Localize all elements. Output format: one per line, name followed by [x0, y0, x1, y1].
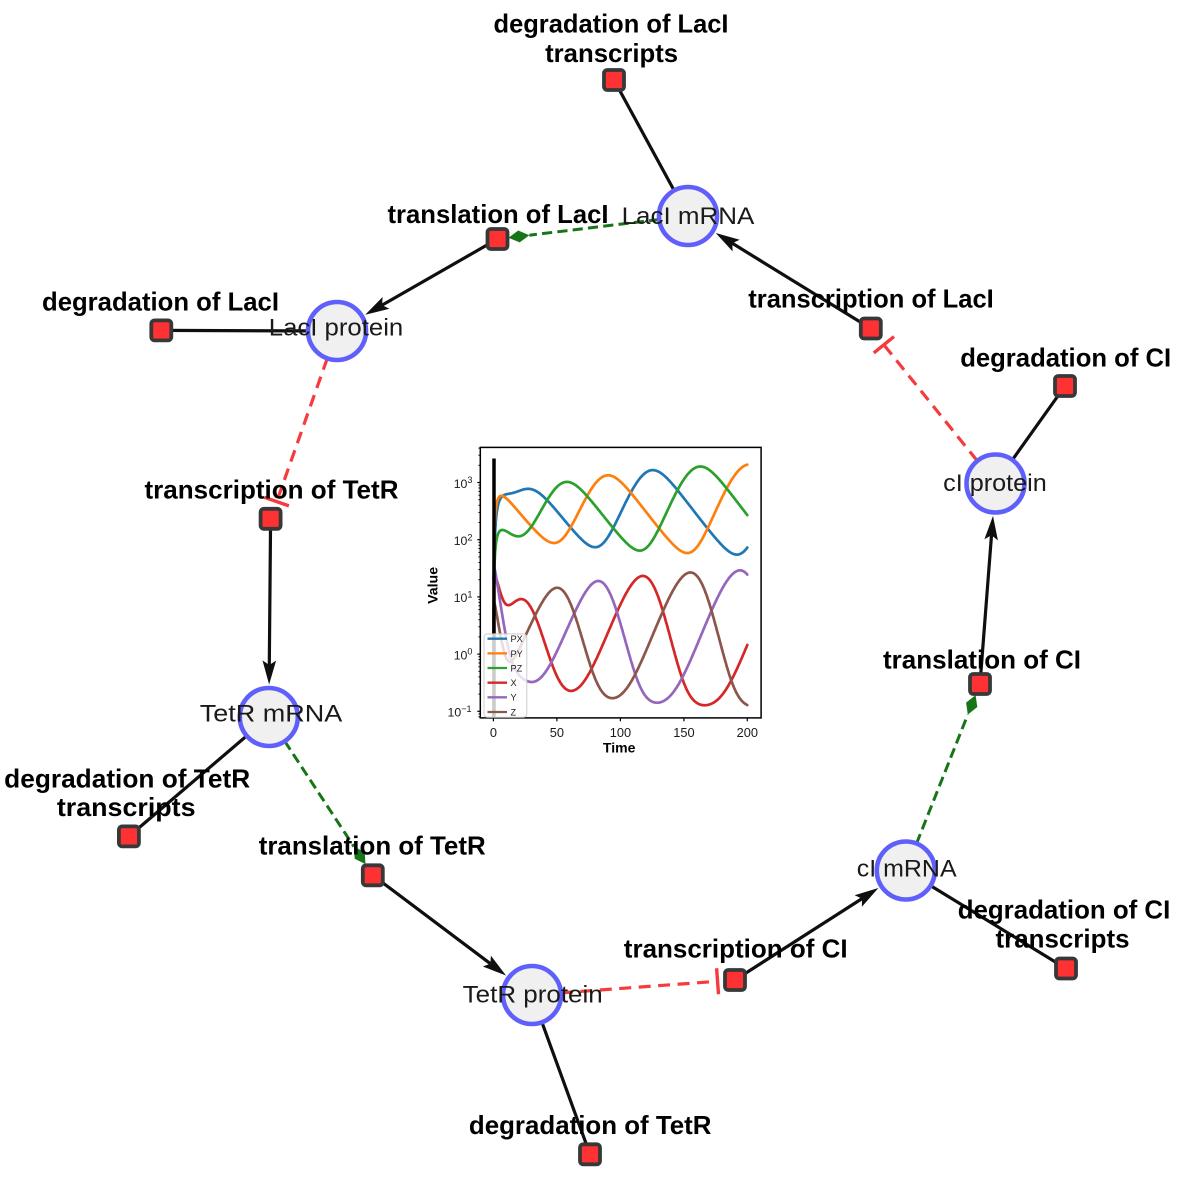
- svg-text:translation of TetR: translation of TetR: [259, 831, 486, 861]
- svg-text:101: 101: [454, 590, 473, 606]
- svg-text:PY: PY: [511, 649, 523, 659]
- svg-text:translation of CI: translation of CI: [883, 644, 1081, 674]
- svg-text:cI protein: cI protein: [943, 470, 1047, 497]
- svg-text:transcription of LacI: transcription of LacI: [748, 284, 994, 314]
- svg-text:transcripts: transcripts: [545, 38, 678, 68]
- svg-text:degradation of LacI: degradation of LacI: [42, 286, 279, 316]
- svg-text:0: 0: [490, 725, 497, 740]
- svg-text:10−1: 10−1: [448, 704, 472, 720]
- svg-text:TetR mRNA: TetR mRNA: [200, 700, 343, 727]
- svg-text:Z: Z: [511, 707, 517, 717]
- svg-text:transcription of CI: transcription of CI: [624, 934, 848, 964]
- svg-text:150: 150: [673, 725, 694, 740]
- svg-text:degradation of CI: degradation of CI: [958, 894, 1171, 924]
- svg-text:100: 100: [610, 725, 631, 740]
- svg-text:102: 102: [454, 532, 473, 548]
- svg-text:LacI mRNA: LacI mRNA: [622, 203, 755, 230]
- svg-text:PX: PX: [511, 634, 523, 644]
- svg-text:degradation of TetR: degradation of TetR: [4, 763, 250, 793]
- svg-text:degradation of CI: degradation of CI: [960, 342, 1171, 372]
- svg-text:Y: Y: [511, 693, 517, 703]
- svg-text:degradation of TetR: degradation of TetR: [469, 1110, 712, 1140]
- svg-text:50: 50: [550, 725, 564, 740]
- svg-text:transcripts: transcripts: [57, 792, 196, 822]
- svg-text:transcription of TetR: transcription of TetR: [145, 475, 399, 505]
- svg-text:transcripts: transcripts: [996, 924, 1130, 954]
- svg-text:cI mRNA: cI mRNA: [857, 856, 957, 883]
- svg-text:X: X: [511, 678, 517, 688]
- svg-text:degradation of LacI: degradation of LacI: [494, 8, 729, 38]
- svg-text:103: 103: [454, 475, 473, 491]
- svg-text:Time: Time: [603, 741, 636, 756]
- svg-text:TetR protein: TetR protein: [463, 982, 603, 1009]
- svg-text:LacI protein: LacI protein: [269, 315, 404, 342]
- svg-text:translation of LacI: translation of LacI: [388, 199, 609, 229]
- svg-text:Value: Value: [425, 566, 440, 604]
- svg-text:100: 100: [454, 647, 473, 663]
- svg-text:PZ: PZ: [511, 663, 523, 673]
- svg-text:200: 200: [737, 725, 758, 740]
